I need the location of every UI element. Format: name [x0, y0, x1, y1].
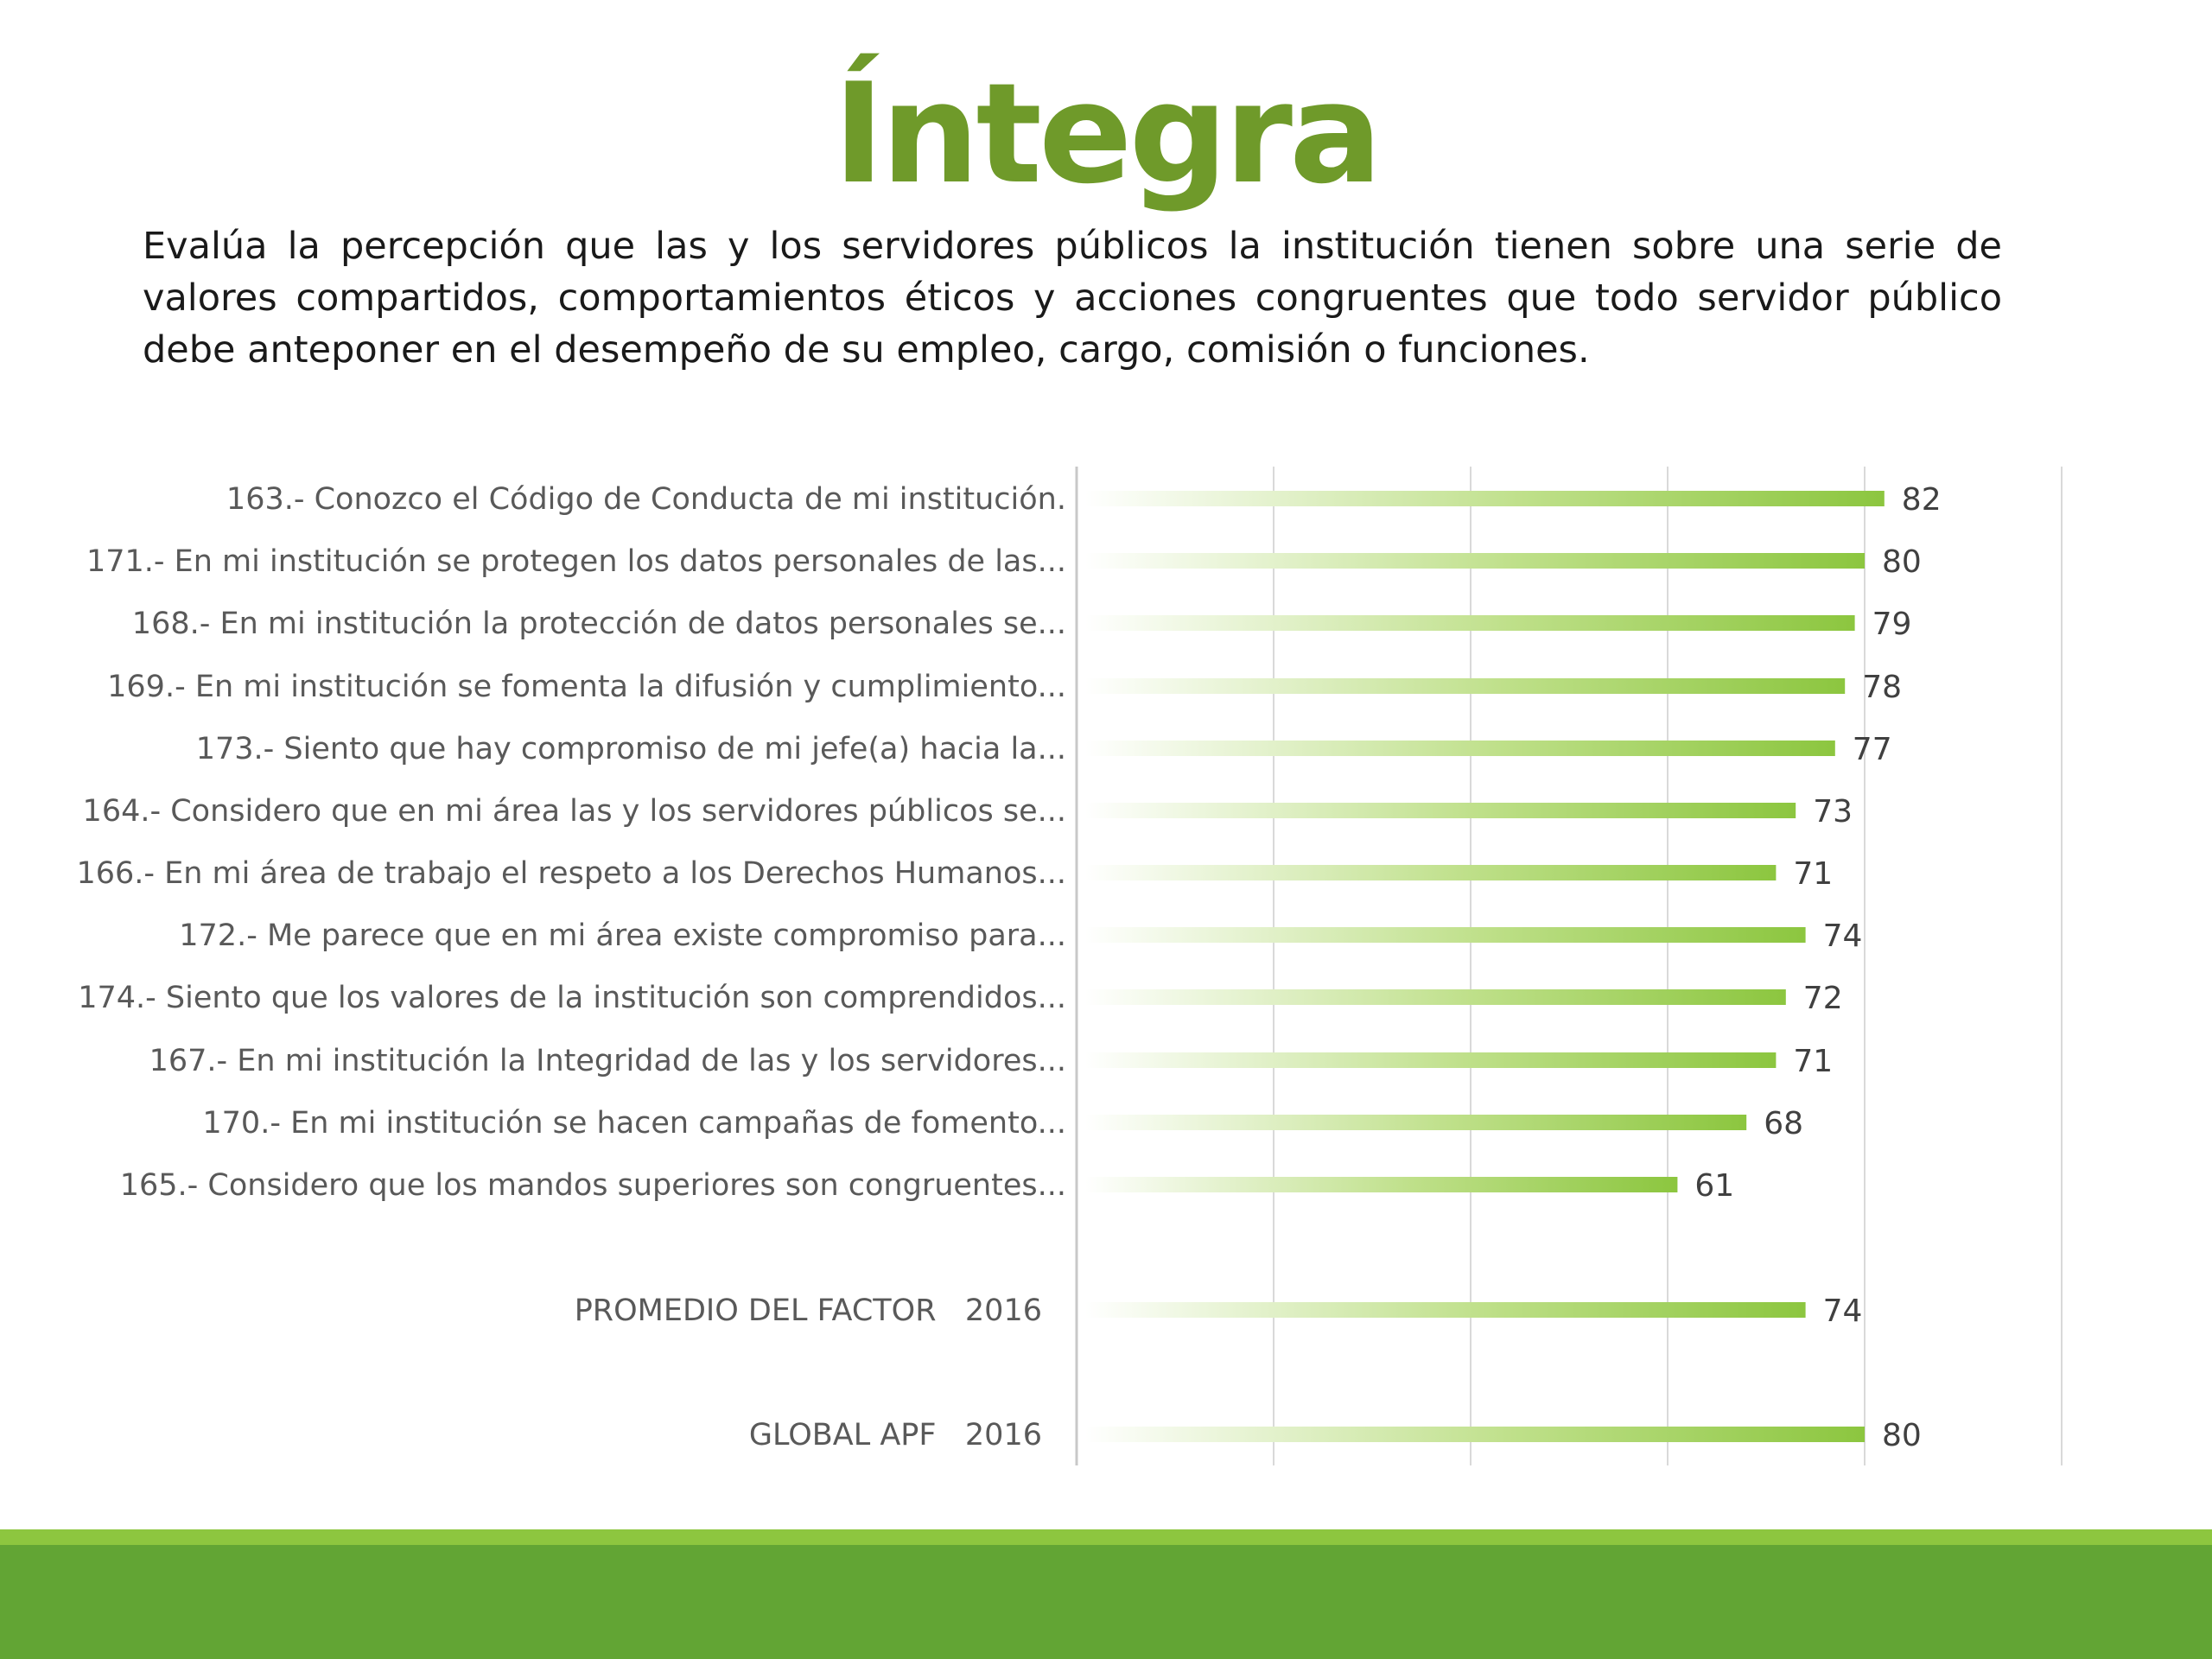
bar — [1085, 741, 1835, 756]
category-label: 166.- En mi área de trabajo el respeto a… — [76, 856, 1066, 891]
data-label: 77 — [1853, 732, 1892, 767]
category-labels: 163.- Conozco el Código de Conducta de m… — [76, 482, 1066, 1452]
bar — [1085, 491, 1885, 506]
data-label: 71 — [1793, 856, 1833, 892]
category-label: 167.- En mi institución la Integridad de… — [149, 1044, 1066, 1078]
data-label: 74 — [1823, 1294, 1863, 1329]
bar — [1085, 865, 1777, 880]
category-label: 165.- Considero que los mandos superiore… — [120, 1168, 1066, 1203]
category-label: 172.- Me parece que en mi área existe co… — [179, 918, 1066, 953]
category-label: 168.- En mi institución la protección de… — [132, 607, 1066, 641]
bar — [1085, 1052, 1777, 1068]
bar — [1085, 1177, 1678, 1192]
category-label: GLOBAL APF 2016 — [749, 1418, 1042, 1452]
bar — [1085, 1302, 1806, 1318]
category-label: 169.- En mi institución se fomenta la di… — [107, 670, 1066, 704]
data-label: 80 — [1882, 1418, 1922, 1453]
category-label: 170.- En mi institución se hacen campaña… — [202, 1106, 1066, 1141]
data-label: 61 — [1694, 1168, 1734, 1204]
grid-lines — [1075, 467, 2063, 1465]
data-label: 82 — [1902, 482, 1942, 518]
category-label: 171.- En mi institución se protegen los … — [86, 544, 1066, 579]
data-label: 78 — [1862, 670, 1902, 705]
data-label: 73 — [1813, 794, 1853, 830]
data-label: 72 — [1803, 981, 1843, 1016]
bars — [1085, 491, 1885, 1442]
bar — [1085, 989, 1786, 1005]
category-label: 163.- Conozco el Código de Conducta de m… — [226, 482, 1066, 517]
data-label: 79 — [1872, 607, 1912, 642]
footer-stripe — [0, 1529, 2212, 1545]
data-label: 74 — [1823, 918, 1863, 954]
bar — [1085, 615, 1855, 631]
bar-chart: 163.- Conozco el Código de Conducta de m… — [76, 467, 2063, 1465]
bar — [1085, 1115, 1747, 1130]
bar — [1085, 1427, 1865, 1442]
bar — [1085, 803, 1796, 818]
data-label: 80 — [1882, 544, 1922, 580]
category-label: 164.- Considero que en mi área las y los… — [83, 794, 1066, 829]
slide-title: Íntegra — [833, 53, 1382, 214]
category-label: 173.- Siento que hay compromiso de mi je… — [196, 732, 1066, 766]
category-label: PROMEDIO DEL FACTOR 2016 — [575, 1294, 1042, 1328]
data-label: 71 — [1793, 1044, 1833, 1079]
footer-band — [0, 1545, 2212, 1659]
category-label: 174.- Siento que los valores de la insti… — [78, 981, 1066, 1015]
bar — [1085, 678, 1846, 694]
data-label: 68 — [1764, 1106, 1803, 1141]
bar — [1085, 927, 1806, 943]
bar — [1085, 553, 1865, 569]
slide-description: Evalúa la percepción que las y los servi… — [143, 225, 2002, 372]
